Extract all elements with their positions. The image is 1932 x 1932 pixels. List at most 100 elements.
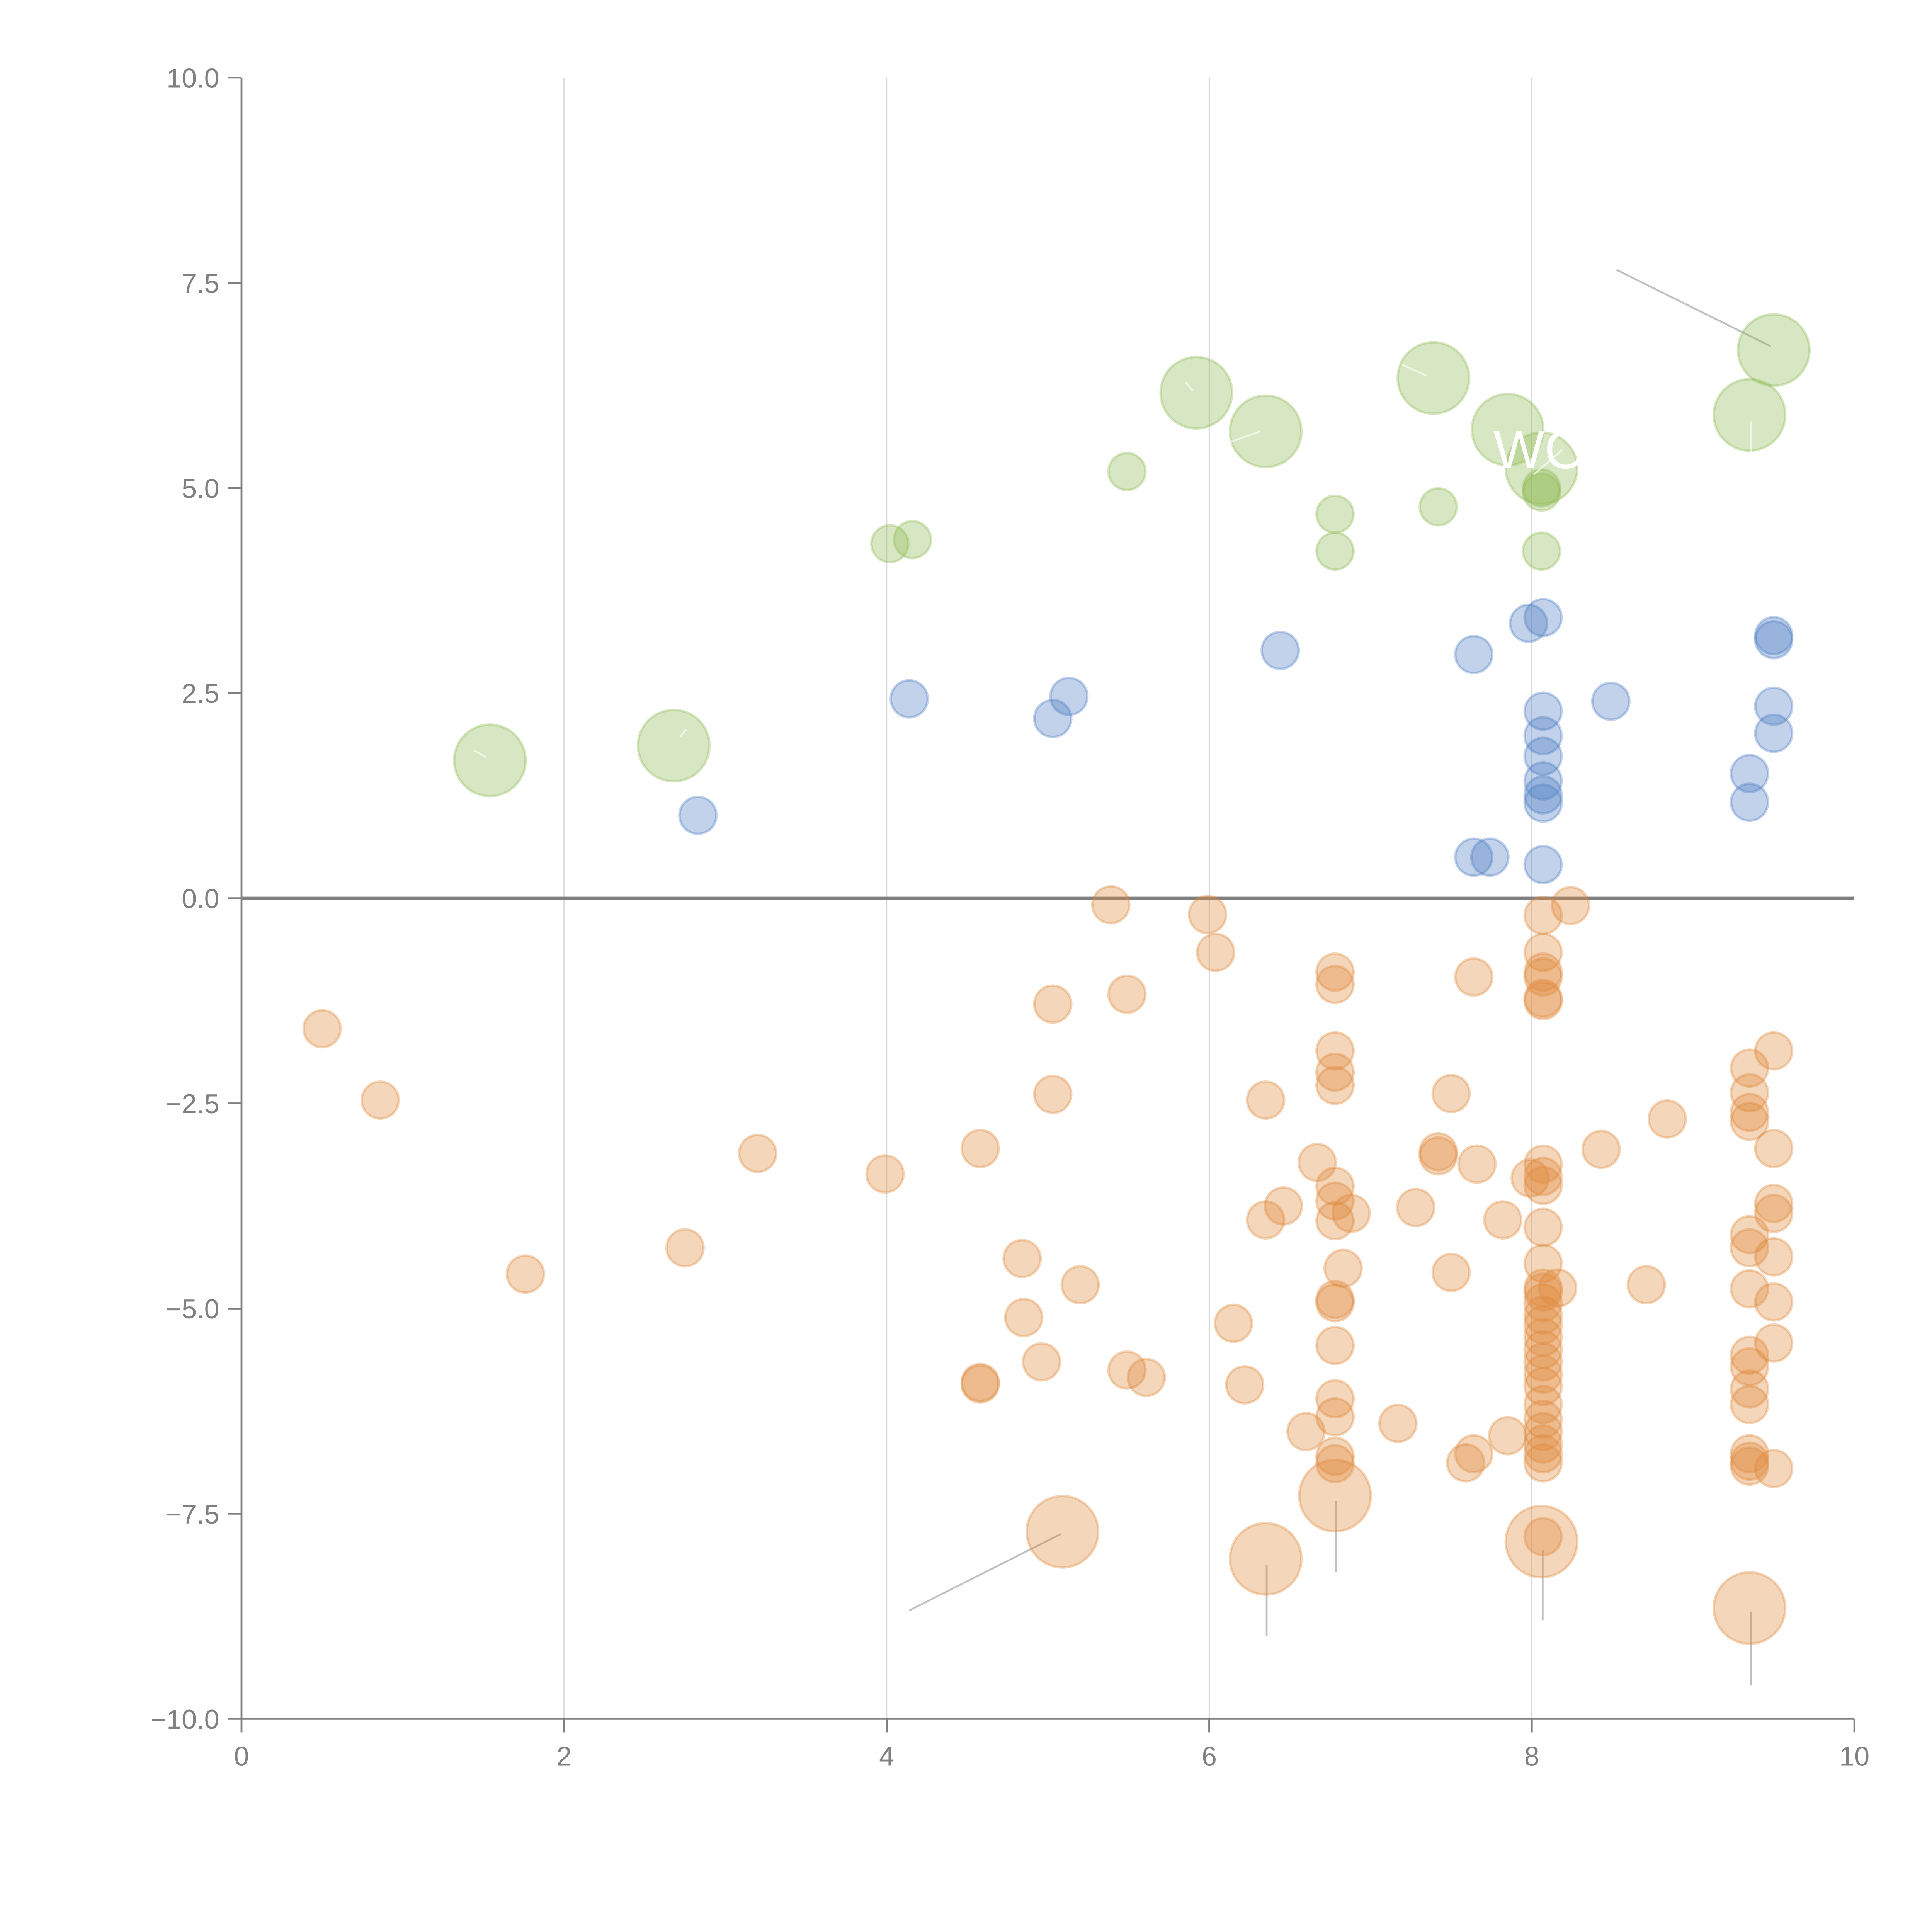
blue-bubble <box>1523 691 1563 731</box>
orange-bubble <box>1523 1342 1563 1382</box>
orange-bubble <box>1126 1357 1166 1397</box>
green-bubble <box>1159 355 1233 430</box>
y-tick-label: −10.0 <box>151 1704 219 1735</box>
blue-bubble <box>1454 634 1494 674</box>
y-ticks: 10.0 7.5 5.0 2.5 0.0 −2.5 −5.0 −7.5 −10.0 <box>151 63 242 1735</box>
y-tick-label: 0.0 <box>182 883 219 914</box>
y-tick-label: 2.5 <box>182 678 219 709</box>
bubble-label: WO <box>1493 419 1587 480</box>
axes <box>240 77 1855 1720</box>
y-tick-label: 10.0 <box>167 63 219 93</box>
orange-bubble <box>1523 1412 1563 1452</box>
orange-bubble <box>1107 975 1147 1014</box>
green-bubble <box>1418 487 1458 527</box>
y-tick-label: −7.5 <box>166 1499 219 1529</box>
blue-bubble <box>889 679 929 719</box>
orange-bubble <box>738 1134 777 1173</box>
orange-bubble <box>1730 1269 1769 1309</box>
orange-bubble <box>960 1362 1000 1402</box>
orange-bubble <box>1510 1158 1550 1198</box>
orange-bubble <box>302 1009 342 1049</box>
orange-bubble <box>1754 1237 1794 1277</box>
leader-line <box>1533 449 1563 475</box>
orange-bubble <box>1730 1384 1769 1424</box>
orange-bubble <box>1431 1074 1471 1114</box>
blue-bubble <box>1509 604 1548 643</box>
blue-bubble <box>1523 783 1563 823</box>
orange-bubble <box>1315 964 1355 1004</box>
orange-bubble <box>1315 1397 1355 1437</box>
orange-bubble <box>1730 1446 1769 1486</box>
blue-bubble <box>1523 716 1563 756</box>
blue-bubble <box>1260 631 1300 670</box>
orange-bubble <box>1396 1188 1435 1228</box>
orange-bubble <box>1754 1031 1794 1071</box>
orange-bubble <box>665 1228 705 1268</box>
orange-bubble <box>1004 1298 1044 1337</box>
orange-bubble <box>1581 1129 1621 1169</box>
orange-bubble <box>1754 1449 1794 1488</box>
green-bubble <box>1736 313 1811 387</box>
orange-bubble <box>1523 1424 1563 1464</box>
orange-bubble <box>1264 1186 1303 1226</box>
orange-bubble <box>1730 1335 1769 1375</box>
orange-bubble <box>1523 1317 1563 1357</box>
orange-bubble <box>1730 1369 1769 1409</box>
orange-bubble <box>1298 1459 1372 1533</box>
orange-bubble <box>1730 1347 1769 1387</box>
blue-bubble <box>1523 598 1563 638</box>
orange-bubble <box>1378 1403 1418 1443</box>
orange-bubble <box>1523 1208 1563 1247</box>
green-bubble <box>1522 468 1561 508</box>
green-bubble <box>870 524 910 564</box>
orange-bubble <box>1523 1243 1563 1283</box>
orange-bubble <box>865 1154 905 1194</box>
series-orange <box>302 885 1794 1645</box>
green-bubble <box>893 520 932 560</box>
orange-bubble <box>1454 1434 1494 1474</box>
orange-bubble <box>505 1254 545 1294</box>
blue-bubble <box>1730 753 1769 793</box>
orange-bubble <box>1523 1354 1563 1394</box>
orange-bubble <box>1523 978 1563 1018</box>
orange-bubble <box>1315 952 1355 992</box>
blue-bubble <box>1033 699 1073 738</box>
orange-bubble <box>1523 1384 1563 1424</box>
orange-bubble <box>1523 952 1563 992</box>
orange-bubble <box>1418 1136 1458 1176</box>
orange-bubble <box>1523 1144 1563 1184</box>
orange-bubble <box>1315 1280 1355 1320</box>
orange-bubble <box>1446 1443 1486 1483</box>
orange-bubble <box>1523 1400 1563 1439</box>
orange-bubble <box>1315 1052 1355 1092</box>
orange-bubble <box>1196 932 1236 972</box>
orange-bubble <box>1315 1326 1355 1366</box>
orange-bubble <box>1188 895 1228 935</box>
green-bubble <box>1396 341 1471 415</box>
orange-bubble <box>960 1129 1000 1168</box>
orange-bubble <box>1060 1265 1100 1304</box>
orange-bubble <box>1647 1099 1687 1139</box>
orange-bubble <box>1331 1194 1371 1233</box>
green-bubble <box>1522 531 1561 571</box>
orange-bubble <box>1504 1504 1578 1579</box>
inner-leader-lines <box>474 364 1752 759</box>
orange-bubble <box>1457 1144 1497 1184</box>
green-bubble <box>453 723 527 798</box>
blue-bubble <box>1523 761 1563 801</box>
orange-bubble <box>1315 1444 1355 1483</box>
orange-bubble <box>1730 1048 1769 1088</box>
orange-bubble <box>1225 1365 1265 1405</box>
x-tick-label: 8 <box>1524 1741 1539 1772</box>
orange-bubble <box>1523 1156 1563 1196</box>
orange-bubble <box>1754 1282 1794 1322</box>
blue-bubble <box>1454 837 1494 877</box>
orange-bubble <box>1286 1412 1326 1452</box>
orange-bubble <box>1523 1268 1563 1308</box>
orange-bubble <box>1523 1443 1563 1483</box>
orange-bubble <box>1025 1495 1100 1569</box>
orange-bubble <box>1315 1283 1355 1323</box>
orange-bubble <box>1315 1065 1355 1105</box>
orange-bubble <box>1523 1330 1563 1369</box>
